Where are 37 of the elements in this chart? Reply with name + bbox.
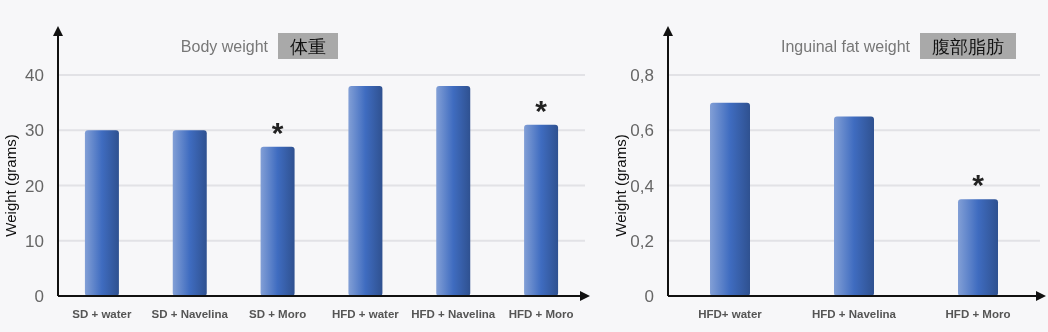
y-tick-label: 0,8 bbox=[630, 66, 654, 85]
bar bbox=[348, 86, 383, 296]
chart-title: Body weight bbox=[180, 38, 269, 55]
bar bbox=[84, 130, 119, 296]
x-tick-label: HFD+ water bbox=[698, 308, 763, 320]
chart-subtitle: 体重 bbox=[290, 37, 326, 57]
x-tick-label: HFD + Moro bbox=[945, 308, 1011, 320]
y-tick-label: 0 bbox=[644, 287, 654, 306]
x-tick-label: HFD + water bbox=[332, 308, 400, 320]
chart-subtitle: 腹部脂肪 bbox=[932, 37, 1004, 57]
y-tick-label: 20 bbox=[25, 176, 44, 196]
x-tick-label: HFD + Navelina bbox=[811, 308, 897, 320]
x-tick-label: SD + Moro bbox=[248, 308, 307, 320]
x-tick-label: HFD + Moro bbox=[508, 308, 574, 320]
y-tick-label: 0,6 bbox=[630, 121, 654, 141]
y-tick-label: 30 bbox=[25, 121, 44, 141]
y-tick-label: 0,2 bbox=[630, 231, 654, 251]
bar bbox=[710, 102, 750, 296]
annotation: * bbox=[535, 93, 548, 127]
y-axis-title: Weight (grams) bbox=[612, 134, 629, 237]
bar bbox=[436, 86, 471, 296]
x-tick-label: SD + water bbox=[72, 308, 132, 320]
annotation: * bbox=[271, 115, 284, 149]
y-tick-label: 0 bbox=[34, 287, 44, 306]
bar bbox=[524, 124, 559, 296]
bar bbox=[172, 130, 207, 296]
x-tick-label: HFD + Navelina bbox=[411, 308, 496, 320]
bar bbox=[260, 146, 295, 296]
y-tick-label: 10 bbox=[25, 231, 44, 251]
annotation: * bbox=[972, 168, 985, 202]
bar bbox=[834, 116, 874, 296]
y-tick-label: 0,4 bbox=[630, 176, 654, 196]
chart-title: Inguinal fat weight bbox=[781, 38, 911, 55]
bar bbox=[958, 199, 998, 296]
x-tick-label: SD + Navelina bbox=[151, 308, 229, 320]
y-axis-title: Weight (grams) bbox=[2, 134, 19, 237]
y-tick-label: 40 bbox=[25, 66, 44, 85]
